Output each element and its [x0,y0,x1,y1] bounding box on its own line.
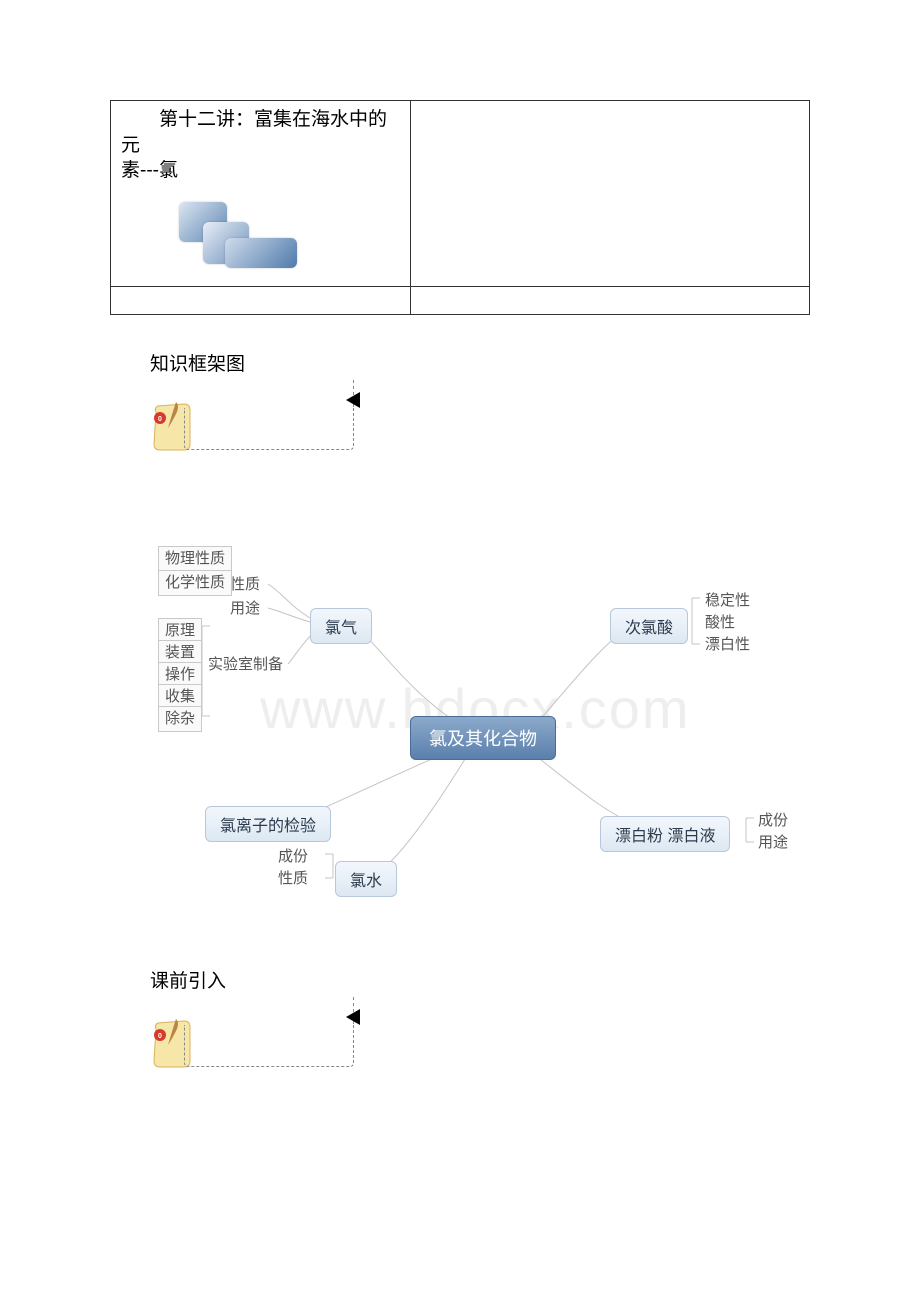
decorative-shapes [151,202,301,282]
node-bleach: 漂白粉 漂白液 [600,816,730,852]
dashed-callout [184,1025,354,1067]
section-marker: 0 [150,396,380,466]
leaf-bleach-uses: 用途 [758,832,788,855]
node-chlorine-water: 氯水 [335,861,397,897]
svg-text:0: 0 [158,416,162,423]
empty-cell [410,286,809,314]
shape-rect [225,238,297,268]
node-center: 氯及其化合物 [410,716,556,760]
empty-cell [111,286,411,314]
leaf-chemical-props: 化学性质 [158,570,232,599]
lesson-title: 第十二讲：富集在海水中的元 素---氯 [121,107,400,184]
section-heading-1: 知识框架图 [150,349,920,376]
leaf-clw-composition: 成份 [278,846,308,869]
header-cell-right [410,101,809,287]
bottom-spacer [0,1083,920,1303]
svg-text:0: 0 [158,1033,162,1040]
arrowhead-icon [346,1009,360,1025]
table-row [111,286,810,314]
leaf-purification: 除杂 [158,706,202,735]
section-heading-2: 课前引入 [150,966,920,993]
leaf-acidity: 酸性 [705,612,735,635]
leaf-clw-properties: 性质 [278,868,308,891]
header-cell-left: 第十二讲：富集在海水中的元 素---氯 [111,101,411,287]
mindmap: www.bdocx.com 氯及其化合物 氯气 次氯酸 氯离子的检验 氯水 漂白… [110,526,890,926]
title-line1: 第十二讲：富集在海水中的元 [121,109,387,156]
leaf-bleaching: 漂白性 [705,634,750,657]
header-table: 第十二讲：富集在海水中的元 素---氯 [110,100,810,315]
leaf-uses: 用途 [230,598,260,621]
node-hypochlorous-acid: 次氯酸 [610,608,688,644]
leaf-stability: 稳定性 [705,590,750,613]
node-chloride-ion-test: 氯离子的检验 [205,806,331,842]
leaf-properties: 性质 [230,574,260,597]
table-row: 第十二讲：富集在海水中的元 素---氯 [111,101,810,287]
leaf-lab-prep: 实验室制备 [208,654,283,677]
node-chlorine-gas: 氯气 [310,608,372,644]
arrowhead-icon [346,392,360,408]
title-line2: 素---氯 [121,158,400,184]
dashed-callout [184,408,354,450]
leaf-bleach-composition: 成份 [758,810,788,833]
section-marker: 0 [150,1013,380,1083]
page: 第十二讲：富集在海水中的元 素---氯 知识框架图 0 [0,100,920,1303]
